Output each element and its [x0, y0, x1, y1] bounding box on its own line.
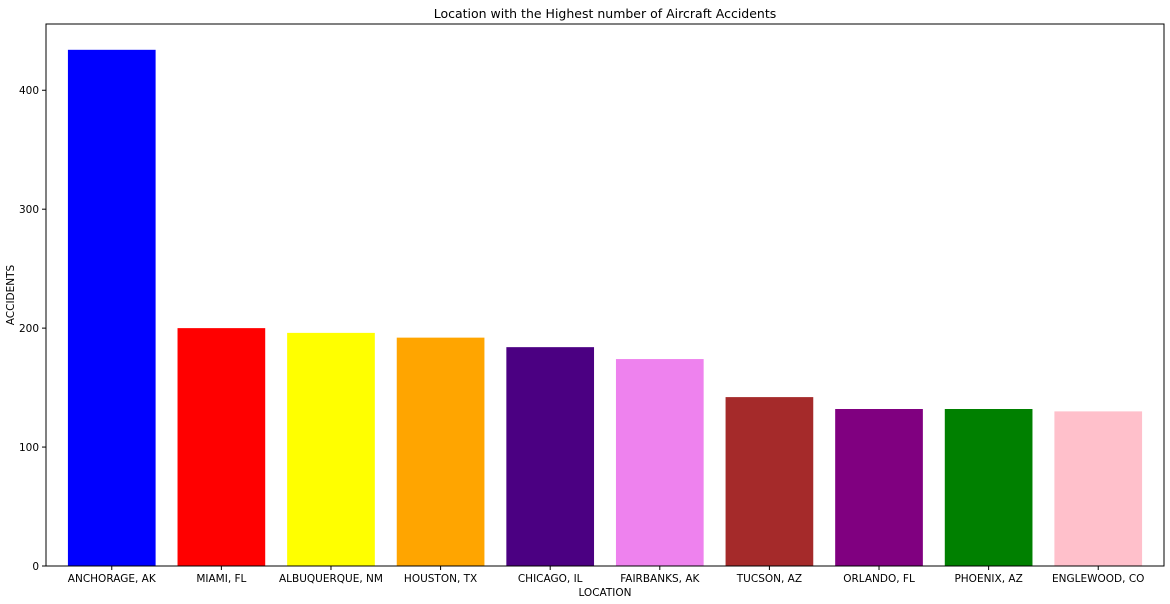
bar [506, 347, 595, 566]
x-tick-label: FAIRBANKS, AK [620, 573, 700, 585]
y-tick-label: 200 [19, 323, 39, 335]
x-tick-label: CHICAGO, IL [518, 573, 583, 585]
bar [67, 49, 156, 567]
bar [944, 409, 1033, 566]
x-axis-label: LOCATION [578, 587, 631, 599]
bars-group [67, 49, 1143, 567]
axes-frame [45, 23, 1165, 567]
y-axis-label: ACCIDENTS [5, 264, 17, 325]
bar [725, 397, 814, 566]
x-tick-label: ALBUQUERQUE, NM [279, 573, 383, 585]
bar [615, 359, 704, 566]
y-tick-label: 300 [19, 204, 39, 216]
bar [396, 337, 485, 566]
x-tick-label: MIAMI, FL [196, 573, 246, 585]
chart-title: Location with the Highest number of Airc… [434, 6, 777, 21]
x-tick-label: TUCSON, AZ [736, 573, 802, 585]
y-tick-label: 100 [19, 442, 39, 454]
x-tick-label: ORLANDO, FL [843, 573, 915, 585]
x-tick-label: ANCHORAGE, AK [68, 573, 157, 585]
x-tick-label: PHOENIX, AZ [954, 573, 1022, 585]
bar [835, 409, 923, 566]
x-tick-label: HOUSTON, TX [404, 573, 477, 585]
bar [177, 328, 266, 566]
bar [1054, 411, 1143, 566]
bar [287, 332, 375, 566]
y-axis-ticks: 0 100 200 300 400 [19, 85, 46, 573]
x-axis-ticks: ANCHORAGE, AK MIAMI, FL ALBUQUERQUE, NM HOU… [68, 566, 1144, 585]
y-tick-label: 0 [32, 561, 39, 573]
x-tick-label: ENGLEWOOD, CO [1052, 573, 1144, 585]
y-tick-label: 400 [19, 85, 39, 97]
